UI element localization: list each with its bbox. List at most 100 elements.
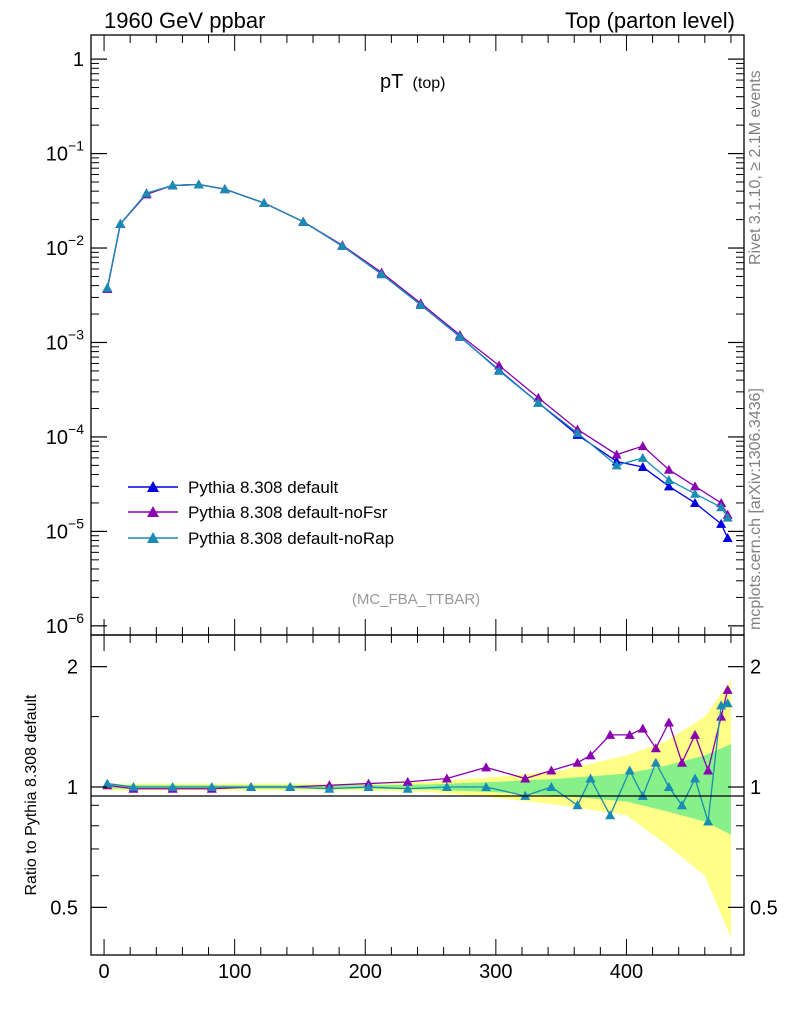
main-y-ticks: 1 10−1 10−2 10−3 10−4 10−5 10−6 xyxy=(46,49,744,638)
ratio-point-norap xyxy=(585,773,596,783)
mcplots-label: mcplots.cern.ch [arXiv:1306.3436] xyxy=(747,388,764,630)
ratio-series-group xyxy=(102,684,733,826)
legend-label-norap: Pythia 8.308 default-noRap xyxy=(188,529,394,548)
band-inner xyxy=(104,744,731,835)
data-point-norap xyxy=(376,269,387,279)
ratio-point-norap xyxy=(206,782,217,792)
data-point-default xyxy=(722,533,733,543)
ratio-point-norap xyxy=(102,778,113,788)
ratio-point-norap xyxy=(245,782,256,792)
ratio-point-norap xyxy=(285,782,296,792)
ratio-point-nofsr xyxy=(402,776,413,786)
series-line-norap xyxy=(106,183,729,518)
data-point-norap xyxy=(193,179,204,189)
data-point-norap xyxy=(115,218,126,228)
rivet-label: Rivet 3.1.10, ≥ 2.1M events xyxy=(747,70,764,265)
ratio-point-nofsr xyxy=(624,729,635,739)
ratio-point-norap xyxy=(441,782,452,792)
data-point-norap xyxy=(102,282,113,292)
x-tick-label: 0 xyxy=(98,961,109,983)
header-right-title: Top (parton level) xyxy=(565,8,735,33)
data-point-norap xyxy=(298,216,309,226)
ratio-point-norap xyxy=(128,782,139,792)
ratio-y-tick-label: 2 xyxy=(67,657,78,679)
main-y-tick-label: 10−5 xyxy=(46,515,84,543)
legend-marker-nofsr xyxy=(147,506,159,517)
x-tick-label: 400 xyxy=(610,961,643,983)
ratio-point-norap xyxy=(363,782,374,792)
data-point-default xyxy=(663,481,674,491)
ratio-point-nofsr xyxy=(520,773,531,783)
legend-entry-norap: Pythia 8.308 default-noRap xyxy=(128,529,394,548)
main-y-tick-label: 10−3 xyxy=(46,326,84,354)
data-point-default xyxy=(716,518,727,528)
ratio-band xyxy=(104,680,731,938)
legend-entry-default: Pythia 8.308 default xyxy=(128,478,339,497)
data-point-norap xyxy=(494,365,505,375)
main-series-group xyxy=(102,179,733,543)
band-outer xyxy=(104,680,731,938)
data-point-nofsr xyxy=(494,360,505,370)
ratio-point-norap xyxy=(605,810,616,820)
ratio-point-nofsr xyxy=(585,750,596,760)
ratio-point-norap xyxy=(324,783,335,793)
data-point-norap xyxy=(611,460,622,470)
legend-entry-nofsr: Pythia 8.308 default-noFsr xyxy=(128,503,388,522)
data-point-nofsr xyxy=(611,449,622,459)
data-point-norap xyxy=(415,299,426,309)
ratio-y-tick-label-right: 2 xyxy=(750,657,761,679)
ratio-point-norap xyxy=(402,783,413,793)
main-y-tick-label: 10−2 xyxy=(46,232,84,260)
data-point-norap xyxy=(219,184,230,194)
legend-marker-norap xyxy=(147,532,159,543)
data-point-nofsr xyxy=(690,481,701,491)
ratio-point-nofsr xyxy=(703,765,714,775)
watermark: (MC_FBA_TTBAR) xyxy=(352,591,480,608)
ratio-point-nofsr xyxy=(650,743,661,753)
ratio-ylabel: Ratio to Pythia 8.308 default xyxy=(23,694,40,896)
data-point-norap xyxy=(663,475,674,485)
data-point-norap xyxy=(167,180,178,190)
data-point-nofsr xyxy=(663,464,674,474)
ratio-point-nofsr xyxy=(676,757,687,767)
data-point-norap xyxy=(454,331,465,341)
ratio-point-nofsr xyxy=(481,762,492,772)
data-point-norap xyxy=(141,188,152,198)
main-plot-title: pT (top) xyxy=(380,71,445,93)
ratio-point-norap xyxy=(722,698,733,708)
data-point-norap xyxy=(722,512,733,522)
ratio-point-nofsr xyxy=(637,723,648,733)
data-point-norap xyxy=(259,197,270,207)
ratio-y-tick-label: 0.5 xyxy=(50,897,78,919)
data-point-nofsr xyxy=(637,441,648,451)
main-y-tick-label: 1 xyxy=(73,49,84,71)
main-plot-title-main: pT xyxy=(380,71,403,93)
legend-marker-default xyxy=(147,481,159,492)
data-point-norap xyxy=(337,241,348,251)
ratio-point-norap xyxy=(572,800,583,810)
data-point-default xyxy=(690,497,701,507)
main-y-tick-label: 10−1 xyxy=(46,138,84,166)
ratio-point-nofsr xyxy=(716,711,727,721)
ratio-point-nofsr xyxy=(663,717,674,727)
ratio-point-nofsr xyxy=(722,684,733,694)
legend-label-nofsr: Pythia 8.308 default-noFsr xyxy=(188,503,388,522)
ratio-point-nofsr xyxy=(546,765,557,775)
x-tick-label: 300 xyxy=(479,961,512,983)
ratio-point-norap xyxy=(690,773,701,783)
ratio-point-norap xyxy=(481,782,492,792)
ratio-point-norap xyxy=(663,782,674,792)
ratio-point-norap xyxy=(167,782,178,792)
ratio-y-tick-label-right: 1 xyxy=(750,777,761,799)
data-point-norap xyxy=(637,452,648,462)
ratio-y-ticks: 0.5 0.5 1 1 2 2 xyxy=(50,657,778,920)
x-axis-ticks: 0 100 200 300 400 xyxy=(98,35,732,983)
legend-label-default: Pythia 8.308 default xyxy=(188,478,339,497)
data-point-norap xyxy=(533,397,544,407)
ratio-point-norap xyxy=(703,816,714,826)
main-y-tick-label: 10−4 xyxy=(46,421,84,449)
legend: Pythia 8.308 default Pythia 8.308 defaul… xyxy=(128,478,394,548)
ratio-point-nofsr xyxy=(605,729,616,739)
data-point-nofsr xyxy=(533,392,544,402)
